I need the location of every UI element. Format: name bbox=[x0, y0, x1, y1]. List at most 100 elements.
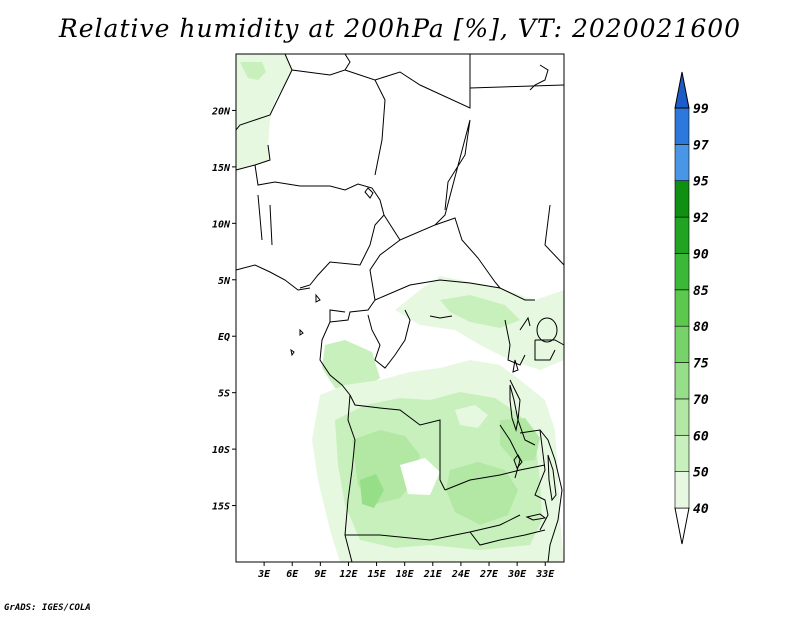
colorbar-bottom-arrow bbox=[674, 507, 690, 545]
lon-tick-label: 6E bbox=[286, 569, 299, 580]
humidity-area-nw-inner bbox=[240, 62, 266, 80]
border-line bbox=[257, 194, 263, 241]
border-line bbox=[235, 264, 311, 291]
colorbar: 40 50 60 70 75 80 85 90 92 95 97 99 bbox=[674, 71, 709, 545]
colorbar-label: 70 bbox=[693, 393, 709, 408]
colorbar-segment bbox=[674, 362, 690, 400]
border-line bbox=[345, 514, 521, 541]
colorbar-segment bbox=[674, 216, 690, 254]
colorbar-label: 90 bbox=[693, 247, 709, 262]
border-line bbox=[329, 309, 346, 322]
border-line bbox=[254, 164, 385, 216]
colorbar-segment bbox=[674, 289, 690, 327]
border-line bbox=[504, 319, 526, 366]
dry-area-south bbox=[400, 458, 440, 495]
lon-tick-label: 18E bbox=[396, 569, 415, 580]
humidity-area-congo bbox=[322, 340, 380, 392]
lon-tick-label: 12E bbox=[339, 569, 358, 580]
lat-tick-label: 5N bbox=[218, 276, 231, 287]
lake-mweru bbox=[513, 454, 523, 469]
border-line bbox=[469, 529, 546, 546]
credit-text: GrADS: IGES/COLA bbox=[4, 603, 91, 613]
map-title: Relative humidity at 200hPa [%], VT: 202… bbox=[58, 14, 742, 43]
map-frame bbox=[235, 53, 565, 563]
colorbar-segment bbox=[674, 398, 690, 436]
colorbar-segment bbox=[674, 434, 690, 472]
colorbar-label: 95 bbox=[693, 175, 709, 190]
colorbar-segment bbox=[674, 253, 690, 291]
border-line bbox=[349, 394, 446, 491]
lake-albert bbox=[519, 316, 531, 331]
border-line bbox=[469, 84, 565, 89]
colorbar-label: 75 bbox=[693, 357, 709, 372]
border-line bbox=[499, 424, 521, 479]
colorbar-segment bbox=[674, 325, 690, 363]
lon-tick-label: 27E bbox=[479, 569, 499, 580]
lakes bbox=[290, 64, 558, 521]
colorbar-segment bbox=[674, 107, 690, 145]
colorbar-label: 85 bbox=[693, 284, 709, 299]
humidity-area-southeast bbox=[500, 418, 540, 462]
island bbox=[299, 328, 304, 336]
colorbar-label: 99 bbox=[693, 102, 709, 117]
colorbar-label: 60 bbox=[693, 429, 709, 444]
lon-tick-label: 24E bbox=[451, 569, 471, 580]
lat-tick-label: 20N bbox=[211, 106, 231, 117]
border-line bbox=[534, 429, 549, 531]
lat-tick-label: 15S bbox=[212, 502, 230, 513]
colorbar-label: 40 bbox=[693, 502, 709, 517]
border-line bbox=[269, 204, 273, 246]
lat-tick-label: 10S bbox=[212, 445, 230, 456]
lat-tick-label: 10N bbox=[212, 219, 231, 230]
latitude-axis: 20N 15N 10N 5N EQ 5S 10S 15S bbox=[211, 106, 236, 513]
lon-tick-label: 9E bbox=[314, 569, 327, 580]
border-line bbox=[519, 429, 563, 563]
border-line bbox=[434, 217, 501, 289]
island bbox=[290, 348, 295, 357]
humidity-area-zambia bbox=[446, 462, 518, 525]
border-line bbox=[284, 53, 351, 76]
lake-kivu bbox=[512, 359, 519, 373]
humidity-area-central-inner bbox=[440, 295, 520, 328]
colorbar-segment bbox=[674, 180, 690, 218]
lat-tick-label: 15N bbox=[212, 163, 231, 174]
colorbar-label: 80 bbox=[693, 320, 709, 335]
dry-area-east bbox=[455, 405, 488, 428]
colorbar-label: 50 bbox=[693, 466, 709, 481]
border-line bbox=[319, 321, 351, 396]
lon-tick-label: 3E bbox=[257, 569, 271, 580]
border-line bbox=[344, 69, 386, 176]
humidity-shading bbox=[236, 54, 564, 562]
border-line bbox=[367, 309, 411, 369]
humidity-area-angola-core bbox=[360, 474, 384, 508]
border-line bbox=[534, 340, 556, 361]
island bbox=[315, 293, 321, 303]
border-line bbox=[374, 54, 471, 109]
lake-chad bbox=[364, 187, 374, 199]
lon-tick-label: 30E bbox=[507, 569, 527, 580]
lon-tick-label: 21E bbox=[423, 569, 443, 580]
lake-bangweulu bbox=[525, 513, 547, 521]
border-line bbox=[235, 69, 293, 131]
lon-tick-label: 15E bbox=[368, 569, 387, 580]
lake-tanganyika bbox=[509, 384, 519, 432]
lon-tick-label: 33E bbox=[535, 569, 555, 580]
island-north bbox=[529, 64, 549, 91]
border-line bbox=[383, 119, 471, 241]
colorbar-segment bbox=[674, 471, 690, 509]
colorbar-label: 92 bbox=[693, 211, 709, 226]
border-line bbox=[374, 279, 535, 301]
colorbar-label: 97 bbox=[693, 138, 709, 153]
border-line bbox=[544, 204, 565, 266]
border-line bbox=[235, 144, 271, 171]
colorbar-segment bbox=[674, 144, 690, 182]
humidity-area-nw bbox=[236, 54, 292, 170]
border-line bbox=[299, 214, 385, 289]
colorbar-top-arrow bbox=[674, 71, 690, 109]
border-line bbox=[329, 239, 401, 323]
longitude-axis: 3E 6E 9E 12E 15E 18E 21E 24E 27E 30E 33E bbox=[257, 562, 555, 580]
island bbox=[429, 315, 453, 319]
lake-malawi bbox=[547, 454, 557, 502]
lake-victoria bbox=[536, 317, 558, 343]
